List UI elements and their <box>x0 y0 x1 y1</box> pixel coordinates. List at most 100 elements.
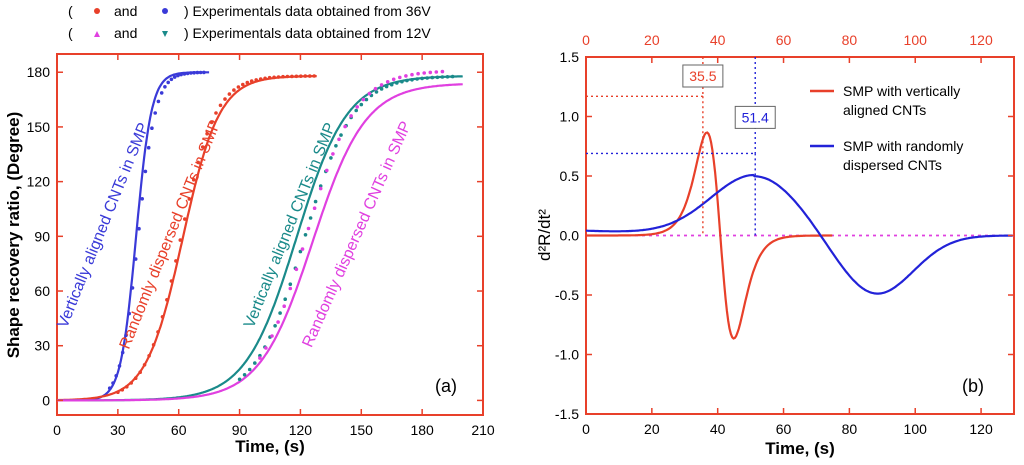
panel-a-ytick-label: 90 <box>34 228 50 244</box>
legend-12v-text: ) Experimentals data obtained from 12V <box>184 25 431 41</box>
panel-a-data-point <box>349 114 353 118</box>
panel-b-top-xtick-label: 20 <box>644 32 660 48</box>
panel-a-data-point <box>288 282 293 287</box>
panel-a-data-point <box>373 86 378 91</box>
panel-a-data-point <box>198 70 203 75</box>
panel-a-data-point <box>440 75 445 79</box>
panel-a-data-point <box>185 71 190 76</box>
panel-a-data-point <box>127 311 131 316</box>
panel-a-data-point <box>398 75 402 80</box>
panel-b-marker-label-0: 35.5 <box>689 68 716 84</box>
panel-a-data-point <box>223 97 227 101</box>
panel-a-data-point <box>445 75 450 79</box>
panel-a-data-point <box>258 356 262 360</box>
panel-a-data-point <box>114 374 118 378</box>
panel-b-ticks: 0 20 40 60 80 100 120 0 20 40 60 80 100 120 -1.5 -1.0 -0… <box>555 32 1014 437</box>
panel-a-data-point <box>359 102 364 107</box>
panel-a-data-point <box>116 390 120 395</box>
panel-a-data-point <box>124 333 128 338</box>
panel-a-data-point <box>241 82 245 87</box>
panel-a-data-point <box>285 74 290 79</box>
panel-b-legend-line1-0: SMP with vertically <box>843 83 960 99</box>
panel-b-xlabel: Time, (s) <box>765 439 835 458</box>
panel-a-data-point <box>422 71 427 75</box>
panel-a-data-point <box>430 75 435 80</box>
panel-a-xtick-label: 120 <box>289 422 313 438</box>
panel-a-data-point <box>218 103 223 108</box>
panel-b-xtick-label: 80 <box>842 421 858 437</box>
panel-a-xtick-label: 210 <box>471 422 495 438</box>
panel-a-data-point <box>312 206 317 210</box>
panel-a-data-point <box>354 108 359 113</box>
panel-a-data-point <box>183 217 187 221</box>
legend-36v-blue-dot <box>162 8 168 14</box>
panel-a-ytick-label: 120 <box>27 174 51 190</box>
panel-b-top-xtick-label: 60 <box>776 32 792 48</box>
panel-a-data-point <box>294 267 299 272</box>
panel-b-legend-line1-1: SMP with randomly <box>843 138 963 154</box>
panel-b-top-xtick-label: 40 <box>710 32 726 48</box>
panel-a-data-point <box>192 71 196 75</box>
panel-a-data-point <box>245 80 250 85</box>
panel-a-data-point <box>288 286 293 291</box>
panel-a-data-point <box>281 74 285 79</box>
panel-a-data-point <box>282 304 287 309</box>
panel-b-marker-box-0 <box>682 64 724 88</box>
panel-a-data-point <box>272 75 276 80</box>
panel-b-marker-label-1: 51.4 <box>742 109 769 125</box>
panel-a-data-point <box>306 226 311 231</box>
panel-a-data-point <box>120 350 125 355</box>
panel-b-ytick-label: -1.5 <box>555 406 579 422</box>
panel-a-data-point <box>298 249 303 254</box>
panel-b-legend-line2-1: dispersed CNTs <box>843 157 942 173</box>
panel-a-data-point <box>339 133 343 137</box>
panel-b-ylabel: d²R/dt² <box>535 209 554 261</box>
panel-b-xtick-label: 100 <box>904 421 928 437</box>
panel-a-data-point <box>142 363 147 367</box>
panel-a-data-point <box>196 160 200 165</box>
panel-b-ytick-label: 0.5 <box>560 168 580 184</box>
panel-a-data-point <box>236 85 241 89</box>
panel-a-data-point <box>312 74 317 78</box>
panel-a-data-point <box>313 199 318 204</box>
panel-a-data-point <box>187 197 192 201</box>
panel-b-legend-line2-0: aligned CNTs <box>843 102 926 118</box>
panel-a-data-point <box>160 315 165 319</box>
panel-b-top-xtick-label: 120 <box>969 32 993 48</box>
panel-a-data-point <box>303 233 308 237</box>
panel-a-data-point <box>416 71 420 76</box>
panel-a-data-point <box>209 120 214 125</box>
panel-b-ytick-label: 0.0 <box>560 228 580 244</box>
panel-a-data-point <box>150 126 154 130</box>
panel-a-data-point <box>404 74 408 78</box>
panel-a-data-point <box>276 75 281 79</box>
panel-a-data-point <box>179 72 183 77</box>
panel-a-data-point <box>361 97 366 102</box>
panel-a-data-point <box>125 385 129 389</box>
panel-a-data-point <box>367 91 372 96</box>
panel-a: 0 30 60 90 120 150 180 210 0 30 60 90 120 150 180 Vert… <box>4 53 495 456</box>
panel-a-ytick-label: 30 <box>34 338 50 354</box>
panel-a-xtick-label: 30 <box>110 422 126 438</box>
panel-a-series <box>57 69 463 402</box>
panel-a-data-point <box>151 343 156 347</box>
panel-a-data-point <box>331 152 335 156</box>
panel-a-data-point <box>133 376 138 381</box>
panel-b-label: (b) <box>962 376 984 396</box>
panel-b-xtick-label: 40 <box>710 421 726 437</box>
panel-a-data-point <box>232 88 236 92</box>
panel-a-data-point <box>165 298 169 302</box>
panel-b-series <box>586 131 1013 340</box>
panel-a-data-point <box>214 111 218 115</box>
panel-b-ytick-label: 1.0 <box>560 109 580 125</box>
panel-a-data-point <box>276 320 280 324</box>
panel-a-label: (a) <box>435 376 457 396</box>
panel-a-data-point <box>270 334 274 338</box>
panel-a-data-point <box>428 70 433 75</box>
panel-a-xtick-label: 90 <box>232 422 248 438</box>
panel-a-data-point <box>420 76 424 81</box>
panel-b-xtick-label: 60 <box>776 421 792 437</box>
legend-36v-red-dot <box>94 8 100 14</box>
panel-a-data-point <box>176 73 180 78</box>
